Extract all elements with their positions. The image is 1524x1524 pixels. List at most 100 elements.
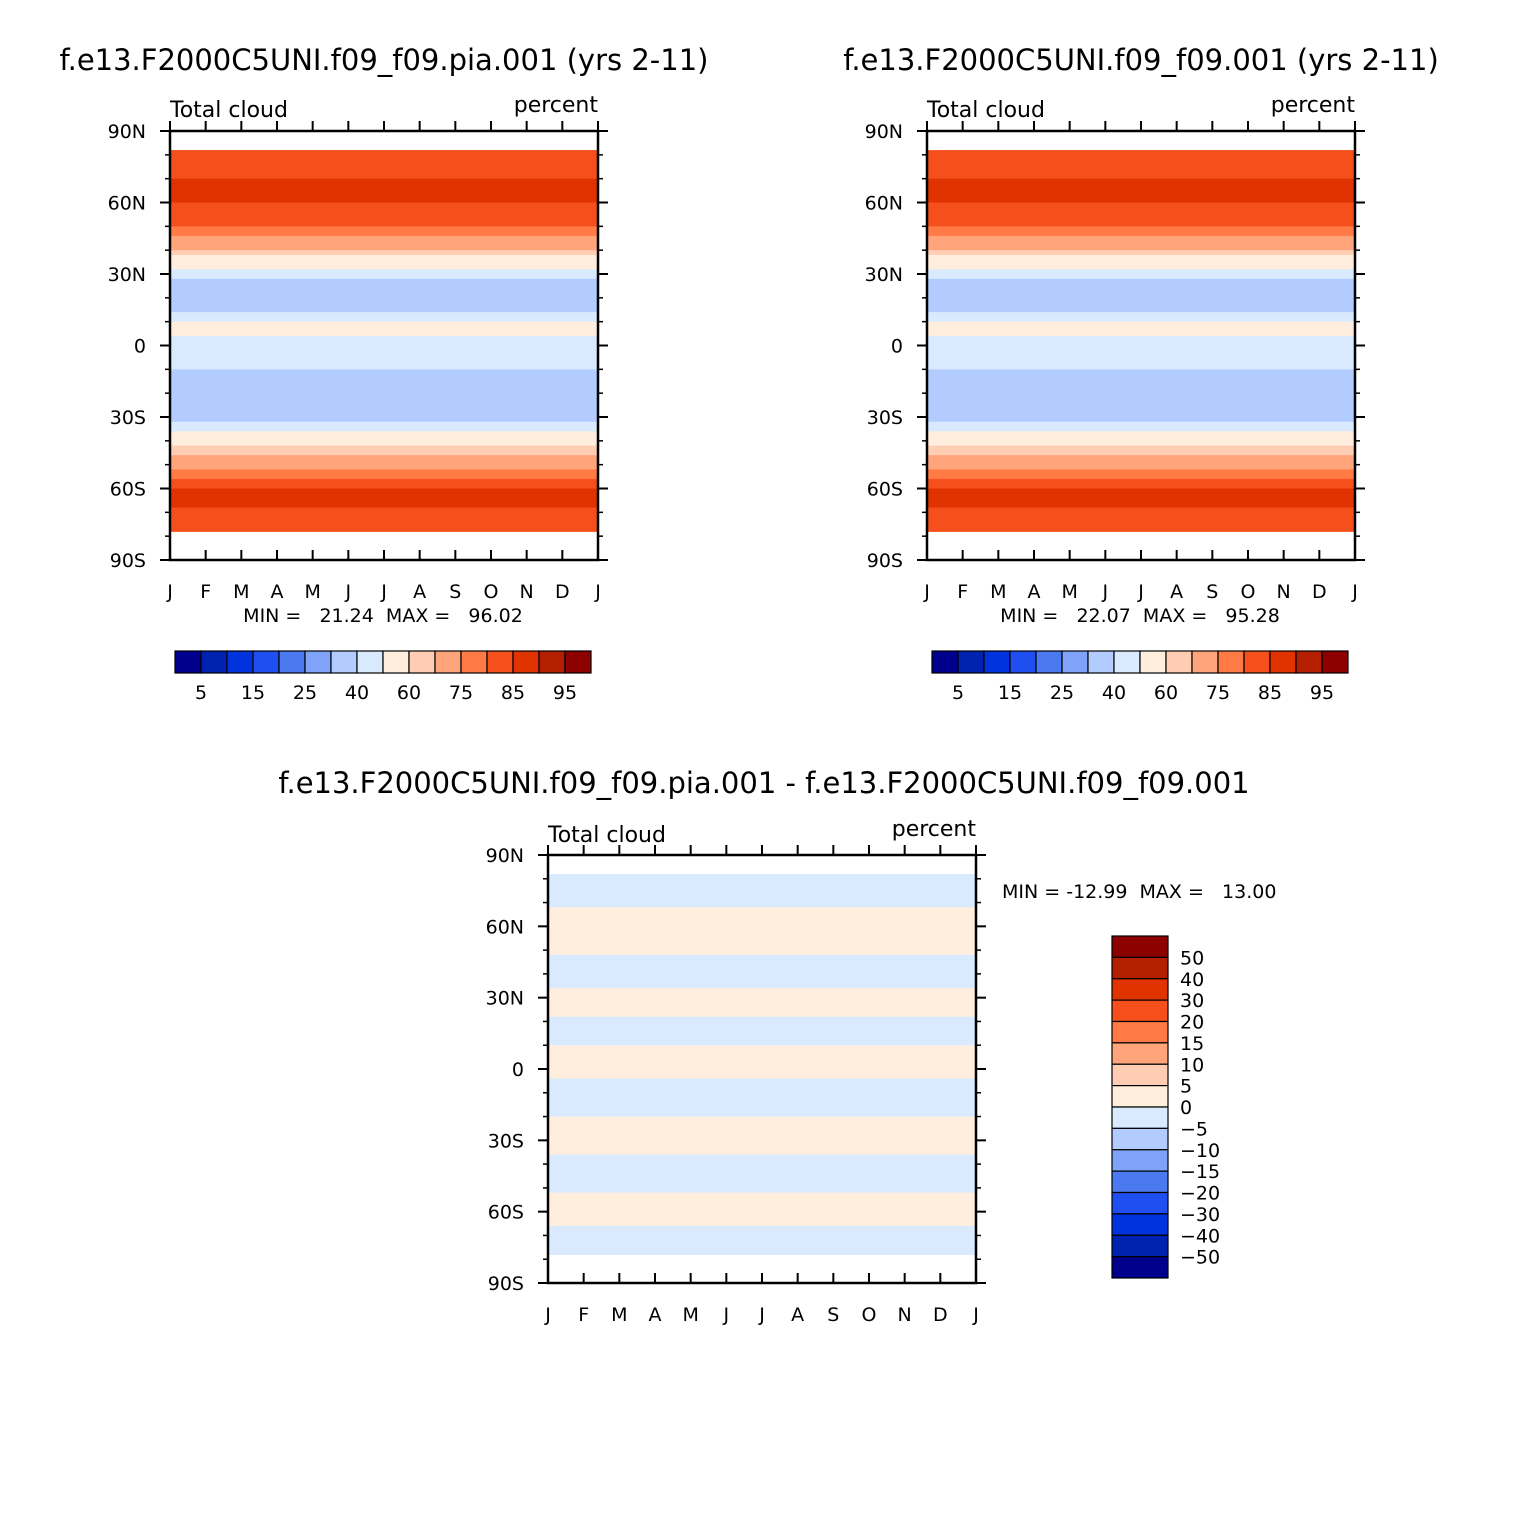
colorbar-label: −50 [1180, 1247, 1220, 1269]
colorbar-swatch [1111, 1256, 1169, 1279]
colorbar-swatch [460, 650, 488, 674]
variable-label: Total cloud [926, 98, 1045, 123]
colorbar-swatch [1111, 1020, 1169, 1044]
colorbar-label: 15 [1180, 1033, 1204, 1055]
contour-band [927, 226, 1355, 232]
colorbar-label: −15 [1180, 1161, 1220, 1183]
min-max-stats: MIN = -12.99 MAX = 13.00 [1002, 881, 1276, 903]
y-tick-label: 90S [488, 1273, 524, 1295]
x-tick-label: A [271, 581, 284, 603]
contour-band [927, 312, 1355, 318]
contour-band [548, 940, 976, 946]
contour-band [170, 397, 598, 404]
contour-band [170, 469, 598, 475]
contour-band [170, 340, 598, 346]
colorbar-label: 95 [553, 682, 577, 704]
x-tick-label: M [233, 581, 249, 603]
contour-band [548, 931, 976, 937]
colorbar-swatch [1111, 1063, 1169, 1087]
contour-band [548, 912, 976, 918]
contour-band [927, 188, 1355, 194]
contour-band [170, 235, 598, 242]
contour-band [548, 1045, 976, 1051]
colorbar-label: 10 [1180, 1054, 1204, 1076]
contour-band [548, 1221, 976, 1227]
contour-band [927, 450, 1355, 456]
y-tick-label: 0 [891, 336, 903, 358]
contour-band [170, 331, 598, 337]
contour-band [170, 297, 598, 304]
contour-band [927, 350, 1355, 356]
panel-control: f.e13.F2000C5UNI.f09_f09.001 (yrs 2-11) … [843, 43, 1439, 704]
colorbar-swatch [564, 650, 592, 674]
contour-band [927, 216, 1355, 223]
contour-band [548, 1159, 976, 1165]
contour-band [927, 407, 1355, 413]
y-tick-label: 0 [134, 336, 146, 358]
contour-band [170, 440, 598, 447]
contour-band [548, 893, 976, 899]
contour-band [927, 436, 1355, 442]
colorbar-label: −40 [1180, 1225, 1220, 1247]
panel-title: f.e13.F2000C5UNI.f09_f09.pia.001 (yrs 2-… [60, 43, 709, 77]
y-tick-label: 30S [488, 1130, 524, 1152]
contour-band [927, 235, 1355, 242]
contour-band [170, 226, 598, 232]
contour-band [548, 1121, 976, 1127]
contour-band [548, 1083, 976, 1089]
x-tick-label: J [544, 1304, 551, 1326]
colorbar-swatch [1321, 650, 1349, 674]
contour-field [548, 874, 976, 1255]
contour-band [927, 374, 1355, 380]
units-label: percent [1271, 93, 1356, 118]
contour-band [927, 464, 1355, 470]
contour-band [548, 1078, 976, 1084]
contour-band [170, 278, 598, 285]
x-tick-label: J [380, 581, 387, 603]
panel-title: f.e13.F2000C5UNI.f09_f09.001 (yrs 2-11) [843, 43, 1439, 77]
contour-band [548, 1230, 976, 1236]
contour-band [548, 969, 976, 975]
min-max-stats: MIN = 22.07 MAX = 95.28 [1000, 605, 1280, 627]
contour-band [548, 988, 976, 994]
contour-band [170, 517, 598, 523]
x-tick-label: S [1206, 581, 1218, 603]
x-tick-label: J [923, 581, 930, 603]
contour-band [170, 459, 598, 466]
contour-band [170, 417, 598, 423]
contour-band [927, 512, 1355, 518]
contour-band [170, 283, 598, 289]
colorbar-swatch [1035, 650, 1063, 674]
y-tick-label: 60S [867, 479, 903, 501]
contour-band [548, 978, 976, 984]
contour-band [170, 335, 598, 342]
contour-band [170, 426, 598, 432]
contour-band [170, 445, 598, 451]
colorbar-swatch [1295, 650, 1323, 674]
contour-band [927, 316, 1355, 323]
contour-band [170, 212, 598, 218]
contour-band [548, 1240, 976, 1246]
x-tick-label: D [555, 581, 570, 603]
contour-band [548, 1088, 976, 1094]
contour-band [927, 459, 1355, 466]
contour-band [548, 1064, 976, 1070]
contour-field [170, 150, 598, 532]
contour-band [927, 397, 1355, 404]
contour-band [548, 1149, 976, 1156]
contour-band [927, 402, 1355, 408]
colorbar-swatch [304, 650, 332, 674]
contour-band [548, 1016, 976, 1022]
colorbar-swatch [1111, 1042, 1169, 1065]
y-tick-label: 30S [110, 407, 146, 429]
contour-band [548, 1026, 976, 1032]
contour-band [170, 436, 598, 442]
colorbar: 5 15 25 40 60 75 85 95 [931, 650, 1349, 704]
contour-band [548, 888, 976, 894]
contour-band [170, 393, 598, 399]
colorbar-swatch [330, 650, 358, 674]
contour-band [927, 278, 1355, 285]
contour-band [170, 498, 598, 504]
contour-band [548, 1107, 976, 1113]
contour-band [927, 302, 1355, 308]
